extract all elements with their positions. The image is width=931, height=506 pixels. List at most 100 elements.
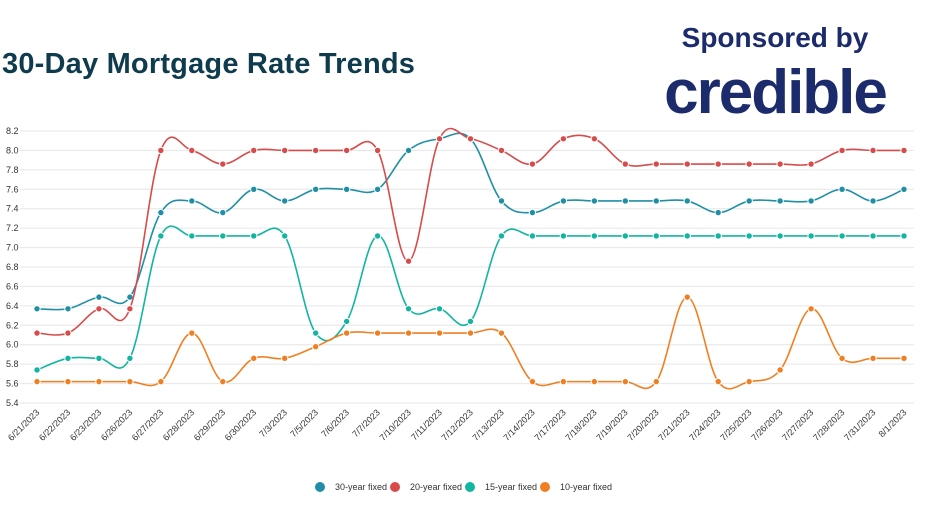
data-point[interactable] (621, 197, 630, 205)
data-point[interactable] (776, 366, 784, 374)
data-point[interactable] (126, 305, 134, 313)
data-point[interactable] (869, 232, 877, 240)
data-point[interactable] (342, 146, 351, 155)
data-point[interactable] (466, 135, 475, 143)
data-point[interactable] (250, 232, 258, 240)
data-point[interactable] (590, 197, 599, 205)
data-point[interactable] (652, 232, 660, 240)
data-point[interactable] (64, 329, 72, 337)
data-point[interactable] (900, 185, 908, 193)
data-point[interactable] (219, 208, 227, 217)
data-point[interactable] (869, 354, 877, 363)
data-point[interactable] (621, 160, 630, 168)
data-point[interactable] (64, 305, 72, 313)
data-point[interactable] (590, 135, 599, 143)
data-point[interactable] (157, 377, 165, 386)
data-point[interactable] (900, 146, 908, 155)
data-point[interactable] (342, 185, 351, 193)
data-point[interactable] (404, 329, 413, 337)
data-point[interactable] (373, 146, 382, 155)
data-point[interactable] (404, 257, 413, 265)
data-point[interactable] (126, 377, 134, 386)
data-point[interactable] (714, 377, 722, 386)
data-point[interactable] (528, 377, 537, 386)
data-point[interactable] (250, 185, 258, 193)
data-point[interactable] (559, 135, 568, 143)
data-point[interactable] (95, 354, 103, 363)
data-point[interactable] (838, 185, 846, 193)
data-point[interactable] (157, 208, 165, 217)
data-point[interactable] (33, 377, 41, 386)
data-point[interactable] (311, 329, 320, 337)
data-point[interactable] (157, 232, 165, 240)
data-point[interactable] (188, 146, 196, 155)
data-point[interactable] (776, 197, 784, 205)
data-point[interactable] (683, 160, 691, 168)
data-point[interactable] (373, 185, 382, 193)
data-point[interactable] (838, 232, 846, 240)
data-point[interactable] (33, 305, 41, 313)
data-point[interactable] (281, 146, 289, 155)
data-point[interactable] (64, 377, 72, 386)
data-point[interactable] (807, 197, 815, 205)
data-point[interactable] (95, 377, 103, 386)
data-point[interactable] (126, 354, 134, 363)
data-point[interactable] (188, 329, 196, 337)
data-point[interactable] (435, 329, 444, 337)
data-point[interactable] (95, 293, 103, 301)
data-point[interactable] (373, 329, 382, 337)
data-point[interactable] (497, 232, 506, 240)
data-point[interactable] (745, 160, 753, 168)
data-point[interactable] (311, 185, 320, 193)
data-point[interactable] (157, 146, 165, 155)
data-point[interactable] (745, 232, 753, 240)
data-point[interactable] (807, 305, 815, 313)
credible-logo[interactable]: credible (664, 58, 888, 127)
data-point[interactable] (188, 197, 196, 205)
data-point[interactable] (95, 305, 103, 313)
data-point[interactable] (528, 232, 537, 240)
data-point[interactable] (652, 377, 660, 386)
data-point[interactable] (652, 160, 660, 168)
data-point[interactable] (342, 329, 351, 337)
data-point[interactable] (559, 377, 568, 386)
data-point[interactable] (466, 329, 475, 337)
data-point[interactable] (683, 293, 691, 301)
data-point[interactable] (188, 232, 196, 240)
data-point[interactable] (745, 377, 753, 386)
data-point[interactable] (559, 197, 568, 205)
data-point[interactable] (528, 160, 537, 168)
data-point[interactable] (838, 354, 846, 363)
data-point[interactable] (497, 329, 506, 337)
data-point[interactable] (900, 232, 908, 240)
data-point[interactable] (404, 305, 413, 313)
data-point[interactable] (33, 329, 41, 337)
data-point[interactable] (281, 197, 289, 205)
data-point[interactable] (683, 232, 691, 240)
data-point[interactable] (528, 208, 537, 217)
data-point[interactable] (373, 232, 382, 240)
data-point[interactable] (652, 197, 660, 205)
data-point[interactable] (342, 317, 351, 326)
data-point[interactable] (869, 197, 877, 205)
data-point[interactable] (281, 354, 289, 363)
data-point[interactable] (590, 377, 599, 386)
data-point[interactable] (219, 232, 227, 240)
data-point[interactable] (219, 160, 227, 168)
data-point[interactable] (714, 208, 722, 217)
data-point[interactable] (250, 146, 258, 155)
data-point[interactable] (559, 232, 568, 240)
data-point[interactable] (683, 197, 691, 205)
data-point[interactable] (466, 317, 475, 326)
data-point[interactable] (435, 135, 444, 143)
data-point[interactable] (621, 377, 630, 386)
data-point[interactable] (404, 146, 413, 155)
data-point[interactable] (33, 366, 41, 374)
data-point[interactable] (900, 354, 908, 363)
data-point[interactable] (869, 146, 877, 155)
data-point[interactable] (776, 232, 784, 240)
data-point[interactable] (250, 354, 258, 363)
data-point[interactable] (807, 160, 815, 168)
data-point[interactable] (714, 232, 722, 240)
data-point[interactable] (64, 354, 72, 363)
